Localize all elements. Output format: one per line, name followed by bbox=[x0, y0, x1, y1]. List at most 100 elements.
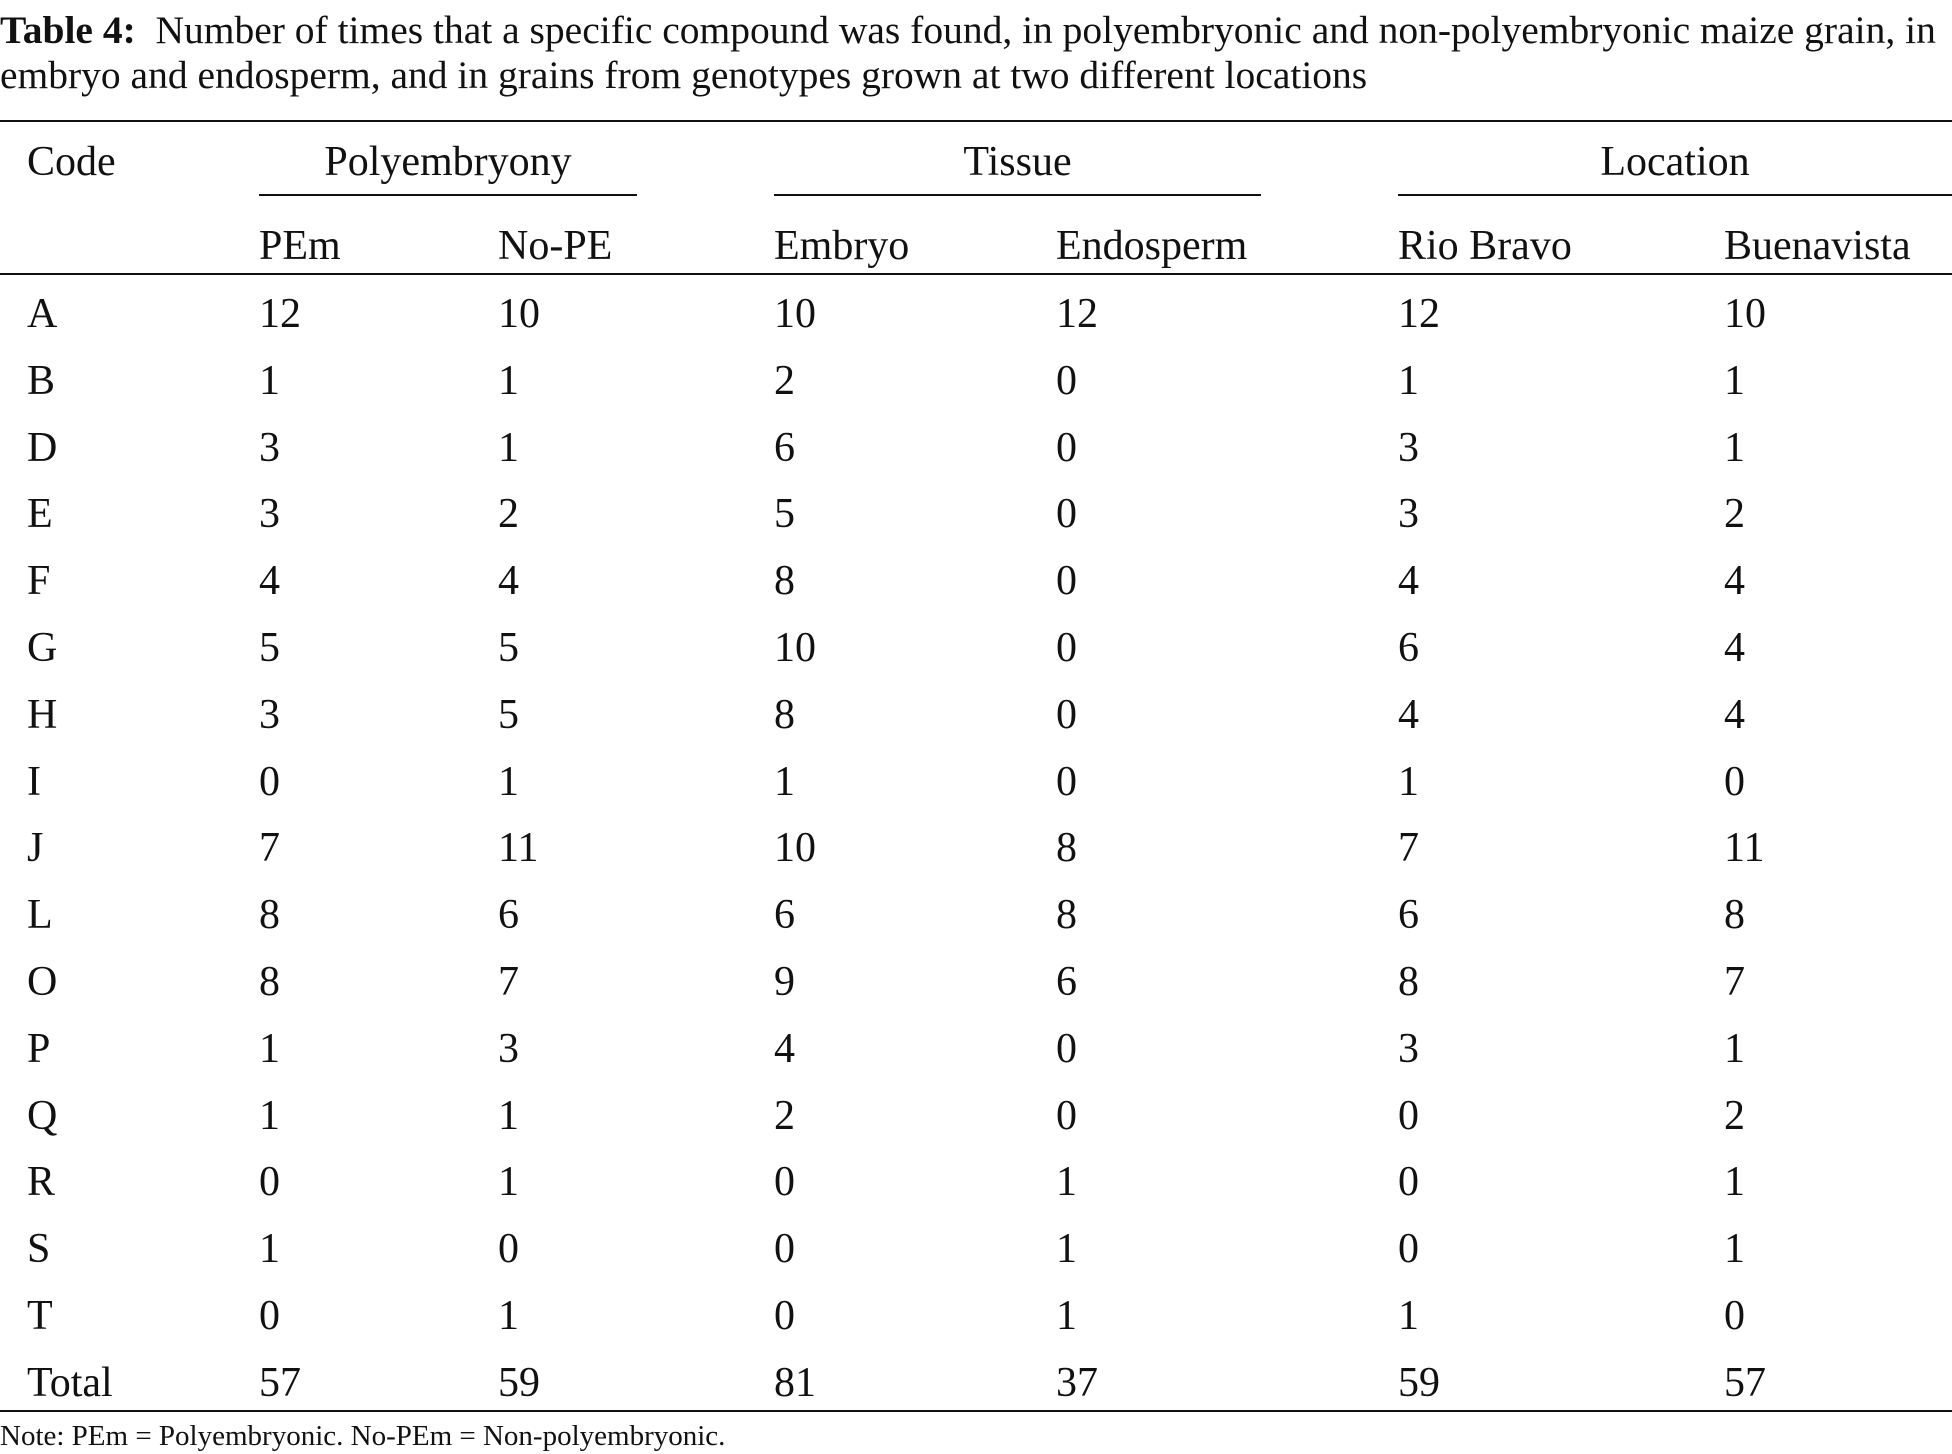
cell: 2 bbox=[774, 1092, 795, 1139]
cell: 0 bbox=[1056, 1025, 1077, 1072]
cell: 6 bbox=[774, 424, 795, 471]
cell: 0 bbox=[1056, 357, 1077, 404]
cell: 4 bbox=[1398, 691, 1419, 738]
cell: 59 bbox=[498, 1359, 540, 1406]
cell: 1 bbox=[1724, 1025, 1745, 1072]
column-header: Code bbox=[27, 139, 116, 185]
cell: 1 bbox=[1398, 758, 1419, 805]
cell: 0 bbox=[1056, 758, 1077, 805]
cell: 6 bbox=[774, 892, 795, 939]
row-label: H bbox=[27, 691, 58, 738]
cell: 57 bbox=[259, 1359, 301, 1406]
cell: 1 bbox=[1398, 357, 1419, 404]
cell: 1 bbox=[498, 357, 519, 404]
row-label: P bbox=[27, 1025, 51, 1072]
cell: 0 bbox=[1056, 558, 1077, 605]
cell: 7 bbox=[498, 959, 519, 1005]
row-label: T bbox=[27, 1293, 53, 1339]
cell: 1 bbox=[1056, 1159, 1077, 1206]
cell: 8 bbox=[1056, 825, 1077, 872]
row-label: S bbox=[27, 1226, 51, 1273]
cell: 3 bbox=[259, 424, 280, 471]
cell: 4 bbox=[1724, 691, 1745, 738]
note: Note: PEm = Polyembryonic. No-PEm = Non-… bbox=[0, 1420, 726, 1452]
cell: 0 bbox=[1398, 1226, 1419, 1273]
bottom-rule bbox=[0, 1410, 1952, 1412]
row-label: R bbox=[27, 1159, 56, 1206]
group-underline bbox=[1398, 194, 1952, 196]
cell: 4 bbox=[259, 558, 280, 605]
cell: 10 bbox=[774, 625, 816, 671]
group-underline bbox=[774, 194, 1261, 196]
cell: 3 bbox=[259, 491, 280, 538]
cell: 1 bbox=[259, 357, 280, 404]
cell: 81 bbox=[774, 1359, 816, 1406]
row-label: A bbox=[27, 291, 58, 337]
cell: 8 bbox=[774, 691, 795, 738]
cell: 8 bbox=[259, 892, 280, 939]
row-label: Q bbox=[27, 1092, 58, 1139]
cell: 4 bbox=[1398, 558, 1419, 605]
cell: 1 bbox=[1056, 1293, 1077, 1339]
cell: 2 bbox=[498, 491, 519, 538]
cell: 1 bbox=[1724, 1159, 1745, 1206]
cell: 1 bbox=[498, 1159, 519, 1206]
top-rule bbox=[0, 120, 1952, 122]
group-underline bbox=[259, 194, 637, 196]
cell: 0 bbox=[1056, 1092, 1077, 1139]
cell: 11 bbox=[498, 825, 539, 872]
caption-label: Table 4: bbox=[0, 8, 136, 52]
cell: 0 bbox=[1724, 1293, 1745, 1339]
column-header: Buenavista bbox=[1724, 223, 1911, 269]
group-header: Location bbox=[1600, 139, 1750, 185]
cell: 3 bbox=[498, 1025, 519, 1072]
cell: 10 bbox=[774, 291, 816, 337]
cell: 0 bbox=[774, 1159, 795, 1206]
row-label: B bbox=[27, 357, 56, 404]
group-header: Polyembryony bbox=[324, 139, 572, 185]
caption-text: Number of times that a specific compound… bbox=[0, 8, 1936, 97]
cell: 7 bbox=[1398, 825, 1419, 872]
cell: 1 bbox=[498, 758, 519, 805]
cell: 0 bbox=[774, 1226, 795, 1273]
cell: 3 bbox=[1398, 1025, 1419, 1072]
cell: 1 bbox=[498, 424, 519, 471]
row-label: Total bbox=[27, 1359, 113, 1406]
cell: 1 bbox=[1398, 1293, 1419, 1339]
cell: 4 bbox=[1724, 625, 1745, 671]
header-rule bbox=[0, 273, 1952, 275]
cell: 12 bbox=[259, 291, 301, 337]
row-label: D bbox=[27, 424, 58, 471]
cell: 1 bbox=[1724, 357, 1745, 404]
cell: 8 bbox=[1056, 892, 1077, 939]
cell: 0 bbox=[1056, 625, 1077, 671]
cell: 4 bbox=[498, 558, 519, 605]
column-header: No-PE bbox=[498, 223, 613, 269]
column-header: Rio Bravo bbox=[1398, 223, 1572, 269]
cell: 12 bbox=[1056, 291, 1098, 337]
cell: 6 bbox=[1398, 625, 1419, 671]
row-label: E bbox=[27, 491, 53, 538]
cell: 1 bbox=[259, 1226, 280, 1273]
cell: 1 bbox=[259, 1025, 280, 1072]
cell: 2 bbox=[774, 357, 795, 404]
cell: 37 bbox=[1056, 1359, 1098, 1406]
cell: 5 bbox=[774, 491, 795, 538]
row-label: J bbox=[27, 825, 44, 872]
cell: 0 bbox=[498, 1226, 519, 1273]
cell: 57 bbox=[1724, 1359, 1766, 1406]
cell: 5 bbox=[498, 691, 519, 738]
cell: 2 bbox=[1724, 1092, 1745, 1139]
cell: 0 bbox=[774, 1293, 795, 1339]
cell: 1 bbox=[1724, 424, 1745, 471]
cell: 0 bbox=[259, 1159, 280, 1206]
column-header: Embryo bbox=[774, 223, 910, 269]
cell: 7 bbox=[259, 825, 280, 872]
cell: 7 bbox=[1724, 959, 1745, 1005]
cell: 6 bbox=[1056, 959, 1077, 1005]
cell: 5 bbox=[259, 625, 280, 671]
cell: 10 bbox=[1724, 291, 1766, 337]
cell: 6 bbox=[1398, 892, 1419, 939]
cell: 1 bbox=[1056, 1226, 1077, 1273]
